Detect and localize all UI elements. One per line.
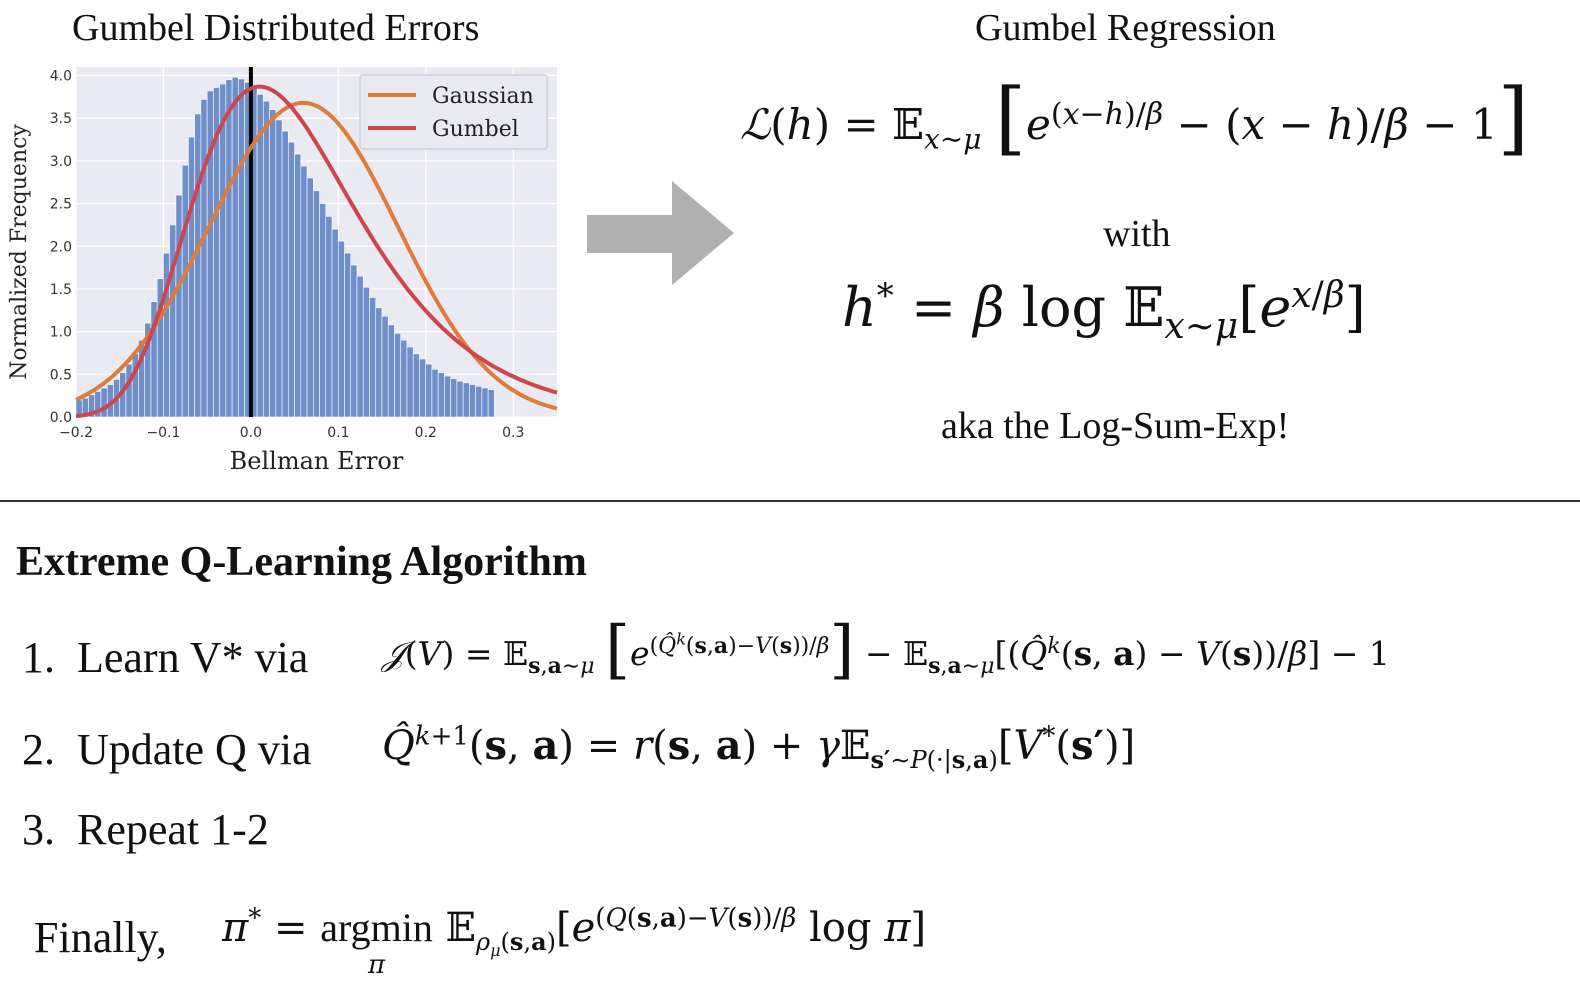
legend-label: Gumbel: [432, 117, 519, 142]
histogram-bar: [375, 307, 383, 418]
histogram-bar: [263, 100, 270, 418]
y-tick-label: 1.5: [50, 282, 72, 298]
histogram-bar: [206, 90, 214, 418]
step-1: 1. Learn V* via: [22, 632, 308, 683]
histogram-bar: [481, 387, 489, 418]
gumbel-curve: [75, 84, 558, 419]
histogram-bar: [194, 113, 202, 418]
histogram-bar: [312, 190, 320, 418]
x-tick-label: −0.1: [146, 425, 180, 441]
histogram-bar: [344, 252, 352, 418]
histogram-bar: [169, 224, 177, 418]
regression-title: Gumbel Regression: [975, 7, 1276, 49]
finally-label: Finally,: [34, 913, 167, 962]
y-tick-label: 0.5: [50, 367, 72, 383]
histogram-bar: [200, 99, 208, 418]
step-2-number: 2.: [22, 725, 55, 774]
x-tick-label: 0.1: [327, 425, 349, 441]
step-1-number: 1.: [22, 633, 55, 682]
chart-title: Gumbel Distributed Errors: [72, 7, 480, 49]
step-3: 3. Repeat 1-2: [22, 804, 269, 855]
histogram-bar: [419, 358, 426, 418]
section-divider: [0, 500, 1580, 502]
histogram-bar: [462, 382, 470, 418]
step-3-number: 3.: [22, 805, 55, 854]
histogram-bar: [356, 275, 364, 418]
histogram-bar: [406, 346, 414, 418]
histogram-bar: [225, 79, 233, 418]
h-star-formula: h* = β log 𝔼x∼μ[ex/β]: [842, 275, 1366, 347]
histogram-bar: [294, 153, 302, 418]
y-tick-label: 2.0: [50, 239, 72, 255]
histogram-bar: [394, 333, 402, 418]
step-1-formula: 𝒥(V) = 𝔼s,a∼μ [e(Q̂k(s,a)−V(s))/β] − 𝔼s,…: [382, 613, 1390, 687]
histogram-bar: [475, 385, 483, 418]
histogram-bar: [275, 119, 283, 418]
step-3-label: Repeat 1-2: [77, 805, 269, 854]
histogram-bar: [219, 83, 227, 418]
x-tick-label: 0.2: [415, 425, 437, 441]
histogram-bar: [431, 368, 439, 418]
histogram-bar: [387, 324, 395, 418]
histogram-bar: [337, 240, 345, 418]
histogram-bar: [300, 165, 308, 418]
histogram-bar: [231, 76, 239, 418]
histogram-bar: [400, 339, 408, 418]
x-tick-label: 0.0: [240, 425, 262, 441]
histogram-bar: [281, 130, 289, 418]
histogram-bar: [469, 384, 476, 418]
step-2-label: Update Q via: [77, 725, 312, 774]
histogram-bar: [256, 94, 264, 418]
finally-formula: π* = argmin π 𝔼ρμ(s,a)[e(Q(s,a)−V(s))/β l…: [222, 903, 927, 980]
histogram-bar: [181, 164, 189, 418]
y-axis-label: Normalized Frequency: [7, 124, 32, 380]
step-2-formula: Q̂k+1(s, a) = r(s, a) + γ𝔼s′∼P(·|s,a)[V*…: [382, 721, 1136, 774]
y-tick-label: 3.0: [50, 154, 72, 170]
histogram-bar: [350, 264, 358, 418]
step-2: 2. Update Q via: [22, 724, 312, 775]
histogram-bar: [362, 286, 370, 418]
histogram-bar: [288, 141, 295, 418]
histogram-bar: [425, 363, 433, 418]
y-tick-label: 4.0: [50, 69, 72, 85]
aka-text: aka the Log-Sum-Exp!: [941, 405, 1290, 447]
x-tick-label: −0.2: [59, 425, 93, 441]
loss-formula: ℒ(h) = 𝔼x∼μ [e(x−h)/β − (x − h)/β − 1]: [740, 71, 1529, 164]
histogram-bar: [450, 378, 458, 418]
histogram-bar: [188, 136, 195, 418]
x-axis-label: Bellman Error: [230, 447, 404, 475]
histogram-bar: [175, 194, 183, 418]
with-text: with: [1103, 213, 1171, 255]
histogram-bar: [238, 78, 245, 418]
step-1-label: Learn V* via: [77, 633, 309, 682]
right-arrow-icon: [587, 181, 734, 285]
histogram-bar: [125, 363, 133, 418]
histogram-bar: [369, 297, 377, 418]
histogram-bar: [381, 315, 389, 418]
histogram-bar: [444, 375, 451, 418]
y-tick-label: 2.5: [50, 197, 72, 213]
histogram-bar: [100, 387, 108, 418]
histogram-bar: [306, 177, 314, 418]
histogram-bar: [319, 203, 327, 418]
histogram-bar: [269, 109, 277, 418]
histogram-bar: [437, 372, 445, 418]
histogram-bar: [412, 353, 420, 418]
histogram-chart: −0.2 −0.1 0.0 0.1 0.2 0.3 0.0 0.5 1.0 1.5 2.0 2.5 3.…: [7, 67, 558, 475]
histogram-bar: [487, 389, 495, 418]
y-tick-label: 0.0: [50, 410, 72, 426]
histogram-bar: [331, 228, 339, 418]
histogram-bar: [325, 216, 333, 418]
algorithm-title: Extreme Q-Learning Algorithm: [16, 539, 587, 585]
y-tick-label: 3.5: [50, 111, 72, 127]
legend-label: Gaussian: [432, 84, 534, 109]
y-tick-label: 1.0: [50, 325, 72, 341]
x-tick-label: 0.3: [502, 425, 524, 441]
histogram-bar: [456, 380, 464, 418]
